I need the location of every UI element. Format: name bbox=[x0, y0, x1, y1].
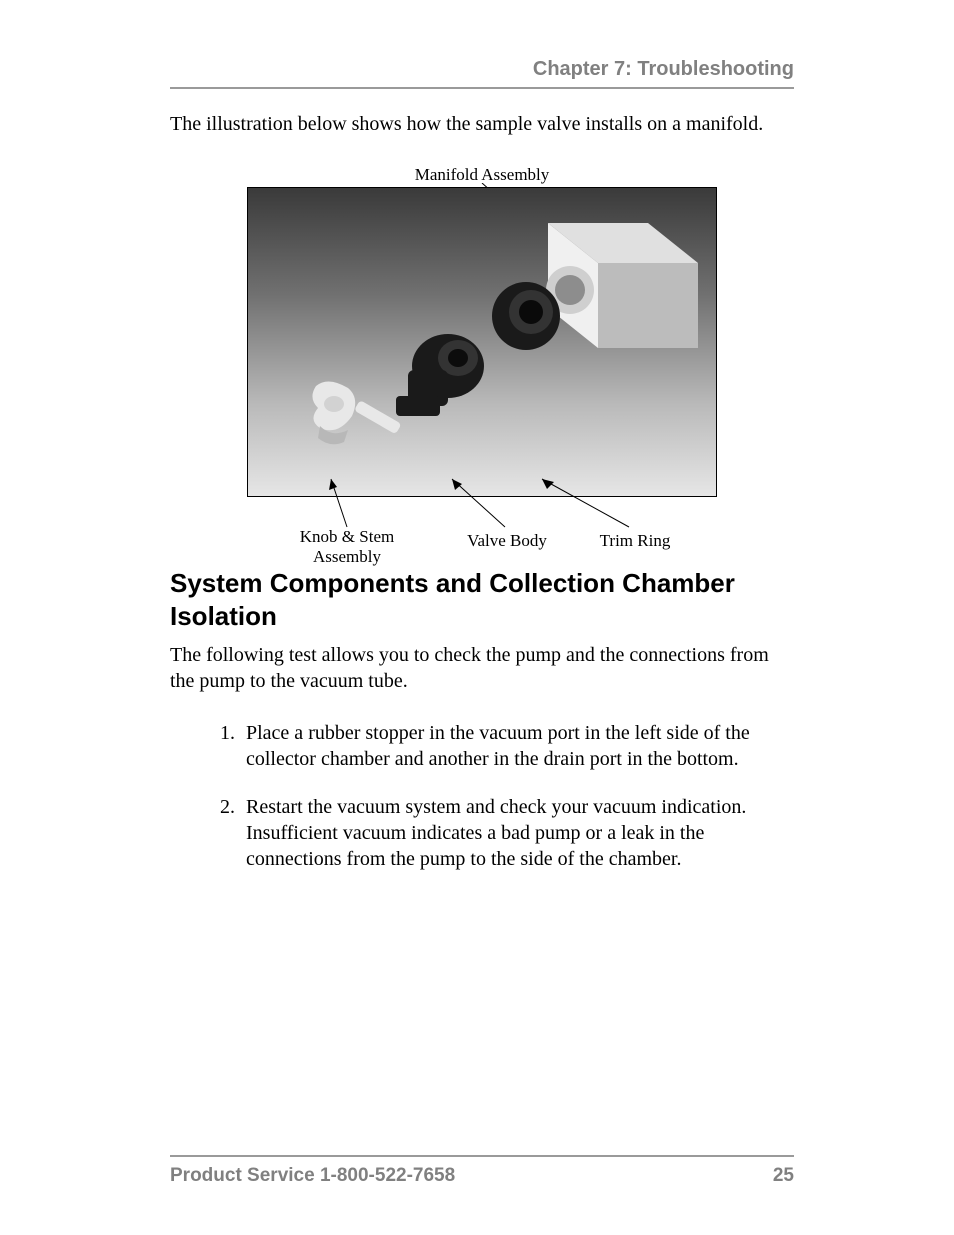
label-trim-ring: Trim Ring bbox=[585, 531, 685, 551]
trim-ring-shape bbox=[492, 282, 560, 350]
procedure-steps: Place a rubber stopper in the vacuum por… bbox=[170, 720, 794, 872]
footer-page-number: 25 bbox=[773, 1165, 794, 1187]
section-title: System Components and Collection Chamber… bbox=[170, 567, 794, 632]
chapter-title: Chapter 7: Troubleshooting bbox=[533, 58, 794, 80]
intro-paragraph: The illustration below shows how the sam… bbox=[170, 111, 794, 137]
page: Chapter 7: Troubleshooting The illustrat… bbox=[0, 0, 954, 1235]
page-header: Chapter 7: Troubleshooting bbox=[170, 58, 794, 89]
step-2: Restart the vacuum system and check your… bbox=[240, 794, 794, 872]
manifold-shape bbox=[546, 223, 698, 348]
figure-top-label: Manifold Assembly bbox=[247, 165, 717, 185]
label-valve-body: Valve Body bbox=[452, 531, 562, 551]
knob-stem-shape bbox=[312, 381, 401, 444]
footer-service: Product Service 1-800-522-7658 bbox=[170, 1165, 455, 1187]
page-footer: Product Service 1-800-522-7658 25 bbox=[170, 1155, 794, 1187]
section-intro: The following test allows you to check t… bbox=[170, 642, 794, 694]
figure-illustration bbox=[247, 187, 717, 497]
valve-body-shape bbox=[396, 334, 484, 416]
label-knob-stem: Knob & Stem Assembly bbox=[287, 527, 407, 568]
figure-bottom-arrows bbox=[247, 475, 717, 535]
figure-container: Manifold Assembly bbox=[247, 165, 717, 497]
step-1: Place a rubber stopper in the vacuum por… bbox=[240, 720, 794, 772]
